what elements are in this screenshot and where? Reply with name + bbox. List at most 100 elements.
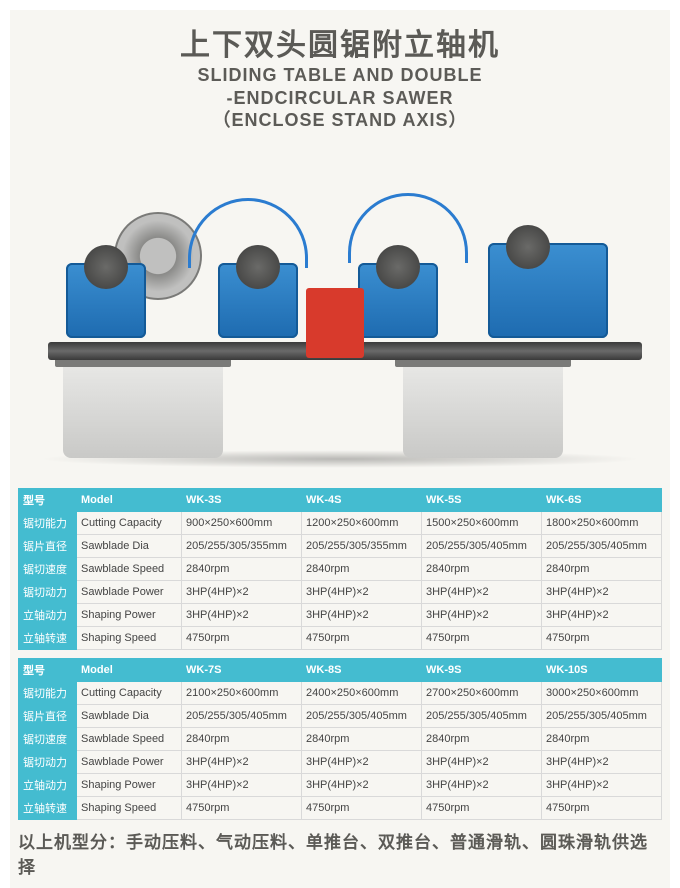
spec-value: 2840rpm	[182, 557, 302, 580]
spec-value: 4750rpm	[302, 626, 422, 649]
table-row: 锯片直径Sawblade Dia205/255/305/405mm205/255…	[19, 704, 662, 727]
row-label-en: Sawblade Dia	[77, 704, 182, 727]
table-row: 立轴转速Shaping Speed4750rpm4750rpm4750rpm47…	[19, 796, 662, 819]
spec-value: 3HP(4HP)×2	[542, 773, 662, 796]
table-row: 锯切速度Sawblade Speed2840rpm2840rpm2840rpm2…	[19, 727, 662, 750]
spec-value: 3HP(4HP)×2	[182, 773, 302, 796]
control-panel	[306, 288, 364, 358]
spec-value: 2400×250×600mm	[302, 681, 422, 704]
model-header: WK-5S	[422, 488, 542, 511]
row-label-en: Shaping Speed	[77, 626, 182, 649]
spec-value: 3HP(4HP)×2	[542, 580, 662, 603]
machine-base-left	[63, 363, 223, 458]
model-header: WK-6S	[542, 488, 662, 511]
air-hose-icon	[188, 198, 308, 268]
table-row: 锯切能力Cutting Capacity900×250×600mm1200×25…	[19, 511, 662, 534]
row-label-en: Cutting Capacity	[77, 511, 182, 534]
row-label-cn: 立轴动力	[19, 603, 77, 626]
header-model-cn: 型号	[19, 658, 77, 681]
model-header: WK-3S	[182, 488, 302, 511]
title-english: SLIDING TABLE AND DOUBLE -ENDCIRCULAR SA…	[18, 64, 662, 132]
spec-value: 2840rpm	[302, 727, 422, 750]
row-label-cn: 锯切速度	[19, 727, 77, 750]
model-header: WK-10S	[542, 658, 662, 681]
model-header: WK-9S	[422, 658, 542, 681]
spec-tables: 型号ModelWK-3SWK-4SWK-5SWK-6S锯切能力Cutting C…	[18, 488, 662, 820]
spec-value: 205/255/305/355mm	[182, 534, 302, 557]
table-row: 锯切能力Cutting Capacity2100×250×600mm2400×2…	[19, 681, 662, 704]
spec-value: 4750rpm	[182, 626, 302, 649]
spec-value: 2840rpm	[422, 557, 542, 580]
spec-value: 3HP(4HP)×2	[302, 603, 422, 626]
spec-value: 900×250×600mm	[182, 511, 302, 534]
spec-value: 4750rpm	[302, 796, 422, 819]
row-label-en: Sawblade Speed	[77, 727, 182, 750]
table-row: 锯切动力Sawblade Power3HP(4HP)×23HP(4HP)×23H…	[19, 580, 662, 603]
spec-value: 205/255/305/405mm	[302, 704, 422, 727]
spec-value: 3HP(4HP)×2	[542, 603, 662, 626]
spec-value: 205/255/305/355mm	[302, 534, 422, 557]
spec-table: 型号ModelWK-3SWK-4SWK-5SWK-6S锯切能力Cutting C…	[18, 488, 662, 650]
row-label-cn: 锯片直径	[19, 704, 77, 727]
spec-value: 4750rpm	[182, 796, 302, 819]
table-row: 锯切速度Sawblade Speed2840rpm2840rpm2840rpm2…	[19, 557, 662, 580]
motor-unit	[358, 263, 438, 338]
spec-value: 205/255/305/405mm	[422, 704, 542, 727]
title-chinese: 上下双头圆锯附立轴机	[18, 20, 662, 64]
row-label-en: Cutting Capacity	[77, 681, 182, 704]
table-row: 锯切动力Sawblade Power3HP(4HP)×23HP(4HP)×23H…	[19, 750, 662, 773]
row-label-en: Sawblade Power	[77, 750, 182, 773]
spec-value: 2840rpm	[422, 727, 542, 750]
spec-value: 2840rpm	[542, 557, 662, 580]
spec-value: 2840rpm	[542, 727, 662, 750]
spec-value: 1200×250×600mm	[302, 511, 422, 534]
spec-value: 205/255/305/405mm	[422, 534, 542, 557]
spec-value: 2100×250×600mm	[182, 681, 302, 704]
spec-value: 4750rpm	[422, 626, 542, 649]
spec-value: 3HP(4HP)×2	[302, 750, 422, 773]
row-label-cn: 锯切动力	[19, 580, 77, 603]
motor-unit	[66, 263, 146, 338]
row-label-cn: 锯切能力	[19, 511, 77, 534]
header-model-en: Model	[77, 488, 182, 511]
row-label-en: Sawblade Power	[77, 580, 182, 603]
row-label-cn: 立轴动力	[19, 773, 77, 796]
table-row: 立轴转速Shaping Speed4750rpm4750rpm4750rpm47…	[19, 626, 662, 649]
row-label-cn: 锯片直径	[19, 534, 77, 557]
spec-value: 3HP(4HP)×2	[422, 603, 542, 626]
row-label-en: Shaping Speed	[77, 796, 182, 819]
row-label-cn: 锯切动力	[19, 750, 77, 773]
row-label-cn: 立轴转速	[19, 796, 77, 819]
spec-value: 4750rpm	[542, 626, 662, 649]
machine-base-right	[403, 363, 563, 458]
spec-table: 型号ModelWK-7SWK-8SWK-9SWK-10S锯切能力Cutting …	[18, 658, 662, 820]
row-label-cn: 立轴转速	[19, 626, 77, 649]
row-label-en: Sawblade Speed	[77, 557, 182, 580]
table-row: 立轴动力Shaping Power3HP(4HP)×23HP(4HP)×23HP…	[19, 603, 662, 626]
spec-value: 2840rpm	[302, 557, 422, 580]
table-row: 锯片直径Sawblade Dia205/255/305/355mm205/255…	[19, 534, 662, 557]
spec-value: 205/255/305/405mm	[542, 534, 662, 557]
product-sheet: 上下双头圆锯附立轴机 SLIDING TABLE AND DOUBLE -END…	[10, 10, 670, 888]
air-hose-icon	[348, 193, 468, 263]
model-header: WK-7S	[182, 658, 302, 681]
spec-value: 3HP(4HP)×2	[422, 580, 542, 603]
table-row: 立轴动力Shaping Power3HP(4HP)×23HP(4HP)×23HP…	[19, 773, 662, 796]
header-model-cn: 型号	[19, 488, 77, 511]
spec-value: 205/255/305/405mm	[542, 704, 662, 727]
model-header: WK-4S	[302, 488, 422, 511]
spec-value: 205/255/305/405mm	[182, 704, 302, 727]
product-photo	[18, 138, 662, 478]
motor-unit	[218, 263, 298, 338]
motor-unit	[488, 243, 608, 338]
spec-value: 2840rpm	[182, 727, 302, 750]
row-label-en: Sawblade Dia	[77, 534, 182, 557]
spec-value: 3HP(4HP)×2	[422, 773, 542, 796]
title-block: 上下双头圆锯附立轴机 SLIDING TABLE AND DOUBLE -END…	[18, 20, 662, 132]
variant-note: 以上机型分：手动压料、气动压料、单推台、双推台、普通滑轨、圆珠滑轨供选择	[18, 828, 662, 878]
header-model-en: Model	[77, 658, 182, 681]
spec-value: 3HP(4HP)×2	[182, 750, 302, 773]
row-label-en: Shaping Power	[77, 603, 182, 626]
spec-value: 3HP(4HP)×2	[182, 580, 302, 603]
spec-value: 3HP(4HP)×2	[302, 580, 422, 603]
